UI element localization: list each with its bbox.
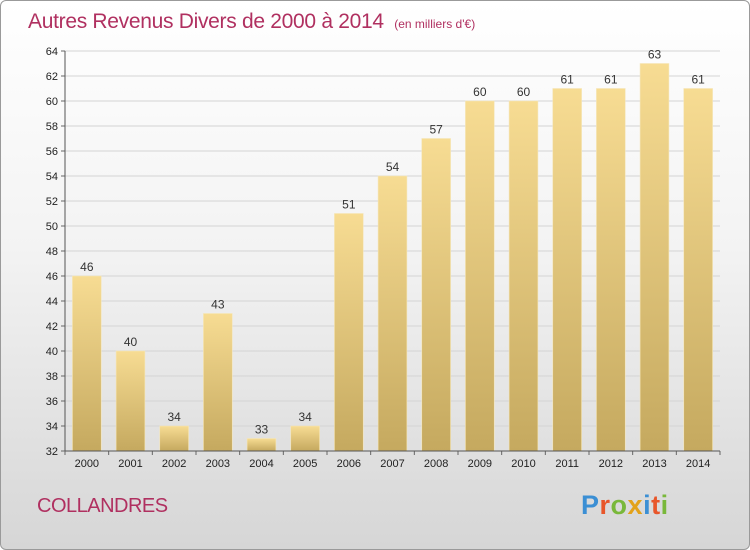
bar-value-label: 61 xyxy=(604,73,618,87)
bar-value-label: 60 xyxy=(517,85,531,99)
title-row: Autres Revenus Divers de 2000 à 2014 (en… xyxy=(28,10,475,34)
y-tick-label: 62 xyxy=(46,71,58,83)
chart-title: Autres Revenus Divers de 2000 à 2014 xyxy=(28,10,384,33)
y-tick-label: 48 xyxy=(46,246,58,258)
bar xyxy=(683,88,713,452)
y-tick-label: 58 xyxy=(46,121,58,133)
y-tick-label: 36 xyxy=(46,396,58,408)
logo-letter: i xyxy=(660,490,669,520)
x-tick-label: 2003 xyxy=(206,458,230,470)
y-tick-label: 54 xyxy=(46,171,58,183)
x-axis-ticks: 2000 2001 2002 2003 2004 2005 2006 2007 2008 2009… xyxy=(64,451,721,470)
x-tick-label: 2010 xyxy=(511,458,535,470)
y-tick-label: 32 xyxy=(46,446,58,458)
bar-value-label: 51 xyxy=(342,198,356,212)
y-tick-label: 46 xyxy=(46,271,58,283)
logo-letter: P xyxy=(581,490,600,520)
x-tick-label: 2012 xyxy=(599,458,623,470)
bar xyxy=(72,275,102,452)
bar-value-label: 54 xyxy=(386,160,400,174)
y-axis-ticks: 32 34 36 38 40 42 44 46 48 50 52 54 56 58 60 62 64 xyxy=(46,46,65,458)
bar xyxy=(552,88,582,452)
proxiti-logo: Proxiti xyxy=(581,490,669,521)
x-tick-label: 2013 xyxy=(642,458,666,470)
bar-value-label: 61 xyxy=(560,73,574,87)
y-tick-label: 40 xyxy=(46,346,58,358)
x-tick-label: 2006 xyxy=(337,458,361,470)
y-tick-label: 44 xyxy=(46,296,58,308)
y-tick-label: 56 xyxy=(46,146,58,158)
axes xyxy=(64,51,720,452)
bar xyxy=(159,425,189,452)
bars: 46 40 34 43 33 34 51 54 57 60 60 61 61 63 61 xyxy=(72,48,713,452)
y-tick-label: 64 xyxy=(46,46,58,58)
x-tick-label: 2004 xyxy=(249,458,273,470)
x-tick-label: 2001 xyxy=(118,458,142,470)
bar xyxy=(203,313,233,452)
y-tick-label: 50 xyxy=(46,221,58,233)
logo-letter: i xyxy=(643,490,652,520)
x-tick-label: 2014 xyxy=(686,458,710,470)
logo-letter: x xyxy=(627,490,644,520)
bar-value-label: 63 xyxy=(648,48,662,62)
y-tick-label: 38 xyxy=(46,371,58,383)
bar xyxy=(377,175,408,452)
bar xyxy=(115,350,146,452)
logo-letter: t xyxy=(651,490,661,520)
bar xyxy=(465,100,495,452)
logo-letter: r xyxy=(599,490,611,520)
y-tick-label: 52 xyxy=(46,196,58,208)
bar xyxy=(290,425,320,452)
bar-value-label: 34 xyxy=(298,410,312,424)
bar xyxy=(334,213,364,452)
x-tick-label: 2009 xyxy=(468,458,492,470)
bar xyxy=(246,438,277,452)
x-tick-label: 2007 xyxy=(380,458,404,470)
y-tick-label: 34 xyxy=(46,421,58,433)
x-tick-label: 2011 xyxy=(555,458,579,470)
bar xyxy=(508,100,539,452)
commune-name: COLLANDRES xyxy=(37,495,168,517)
y-tick-label: 60 xyxy=(46,96,58,108)
bar-value-label: 61 xyxy=(691,73,705,87)
x-tick-label: 2005 xyxy=(293,458,317,470)
x-tick-label: 2000 xyxy=(75,458,99,470)
bar-value-label: 34 xyxy=(167,410,181,424)
bar-value-label: 43 xyxy=(211,298,225,312)
bar xyxy=(421,138,451,452)
x-tick-label: 2002 xyxy=(162,458,186,470)
bar-value-label: 57 xyxy=(429,123,443,137)
bar xyxy=(639,63,670,452)
bar-value-label: 33 xyxy=(255,423,269,437)
bar-value-label: 40 xyxy=(124,335,138,349)
x-tick-label: 2008 xyxy=(424,458,448,470)
logo-letter: o xyxy=(610,490,628,520)
bar xyxy=(596,88,626,452)
bar-value-label: 46 xyxy=(80,260,94,274)
bar-value-label: 60 xyxy=(473,85,487,99)
y-tick-label: 42 xyxy=(46,321,58,333)
chart-subtitle: (en milliers d'€) xyxy=(394,17,476,31)
